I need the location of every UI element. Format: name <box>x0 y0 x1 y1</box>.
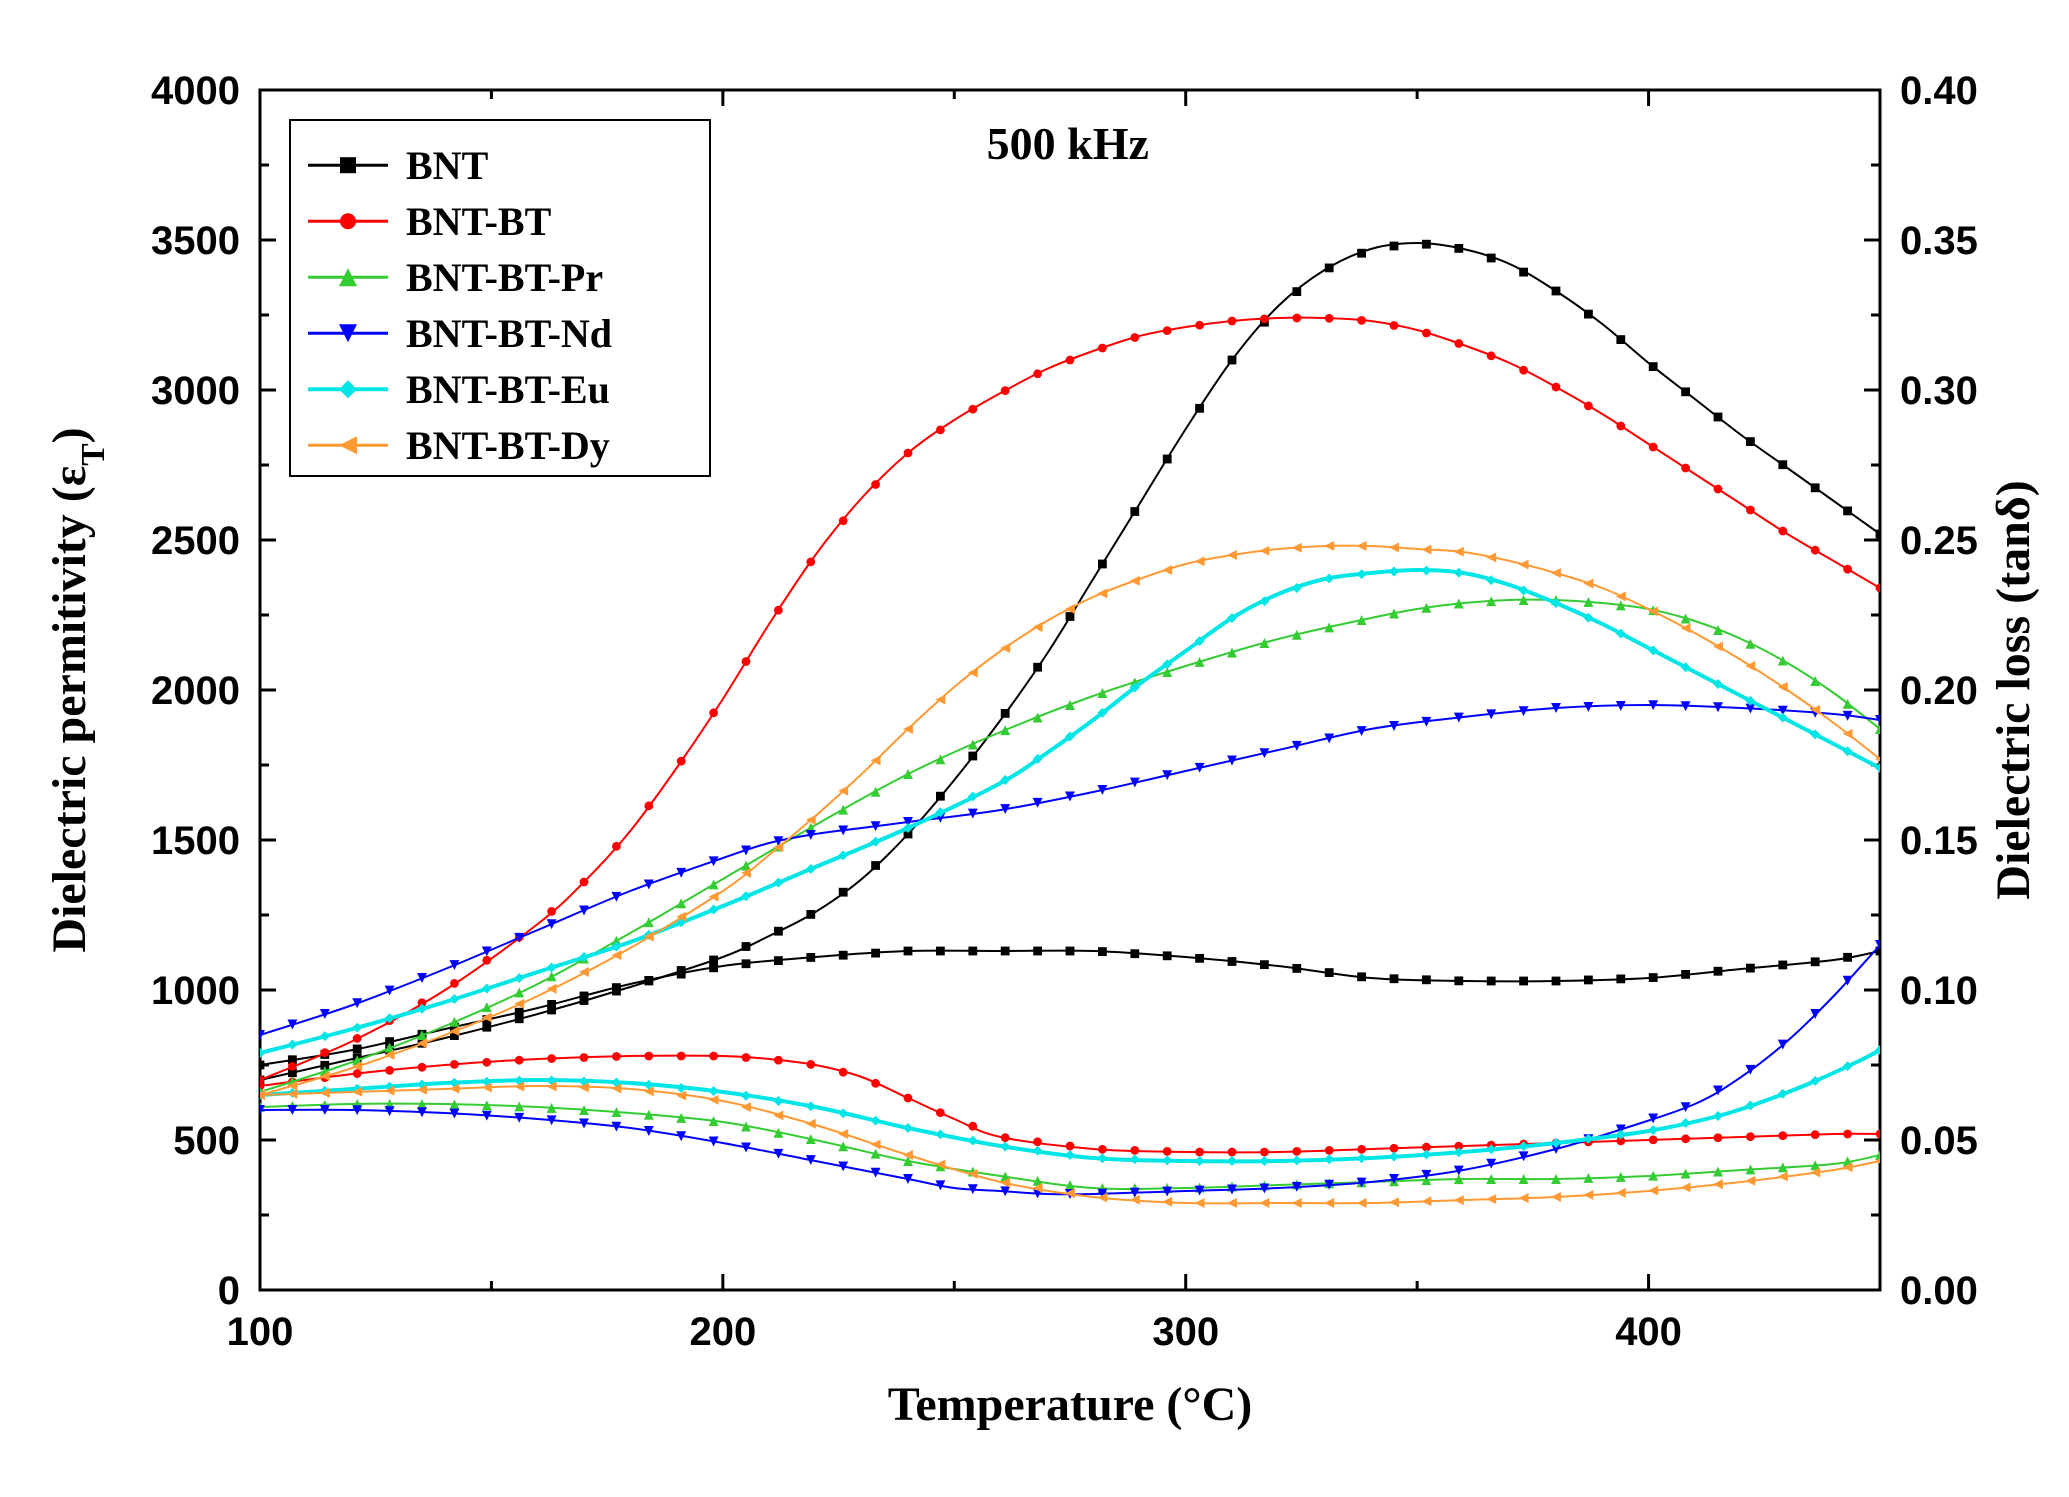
legend-label-BNT: BNT <box>406 143 489 188</box>
y-left-tick-label: 2500 <box>151 519 240 563</box>
x-tick-label: 100 <box>227 1310 294 1354</box>
y-left-tick-label: 1500 <box>151 819 240 863</box>
y-right-tick-label: 0.10 <box>1900 969 1978 1013</box>
y-right-tick-label: 0.30 <box>1900 369 1978 413</box>
chart-annotation: 500 kHz <box>987 118 1149 169</box>
y-left-tick-label: 2000 <box>151 669 240 713</box>
y-right-tick-label: 0.35 <box>1900 219 1978 263</box>
x-axis-label: Temperature (°C) <box>888 1378 1252 1431</box>
chart-svg: 1002003004000500100015002000250030003500… <box>0 0 2069 1497</box>
legend-label-BNT-BT-Dy: BNT-BT-Dy <box>406 423 610 468</box>
x-tick-label: 300 <box>1152 1310 1219 1354</box>
x-tick-label: 400 <box>1615 1310 1682 1354</box>
y-right-axis-label: Dielectric loss (tanδ) <box>1987 480 2040 899</box>
legend: BNT BNT-BT BNT-BT-Pr BNT-BT-Nd BNT-BT-Eu BNT-… <box>290 120 710 476</box>
y-left-tick-label: 1000 <box>151 969 240 1013</box>
y-right-tick-label: 0.05 <box>1900 1119 1978 1163</box>
y-right-tick-label: 0.20 <box>1900 669 1978 713</box>
x-tick-label: 200 <box>689 1310 756 1354</box>
y-left-tick-label: 500 <box>173 1119 240 1163</box>
y-right-tick-label: 0.25 <box>1900 519 1978 563</box>
y-right-tick-label: 0.00 <box>1900 1269 1978 1313</box>
chart-container: 1002003004000500100015002000250030003500… <box>0 0 2069 1497</box>
legend-label-BNT-BT-Eu: BNT-BT-Eu <box>406 367 610 412</box>
legend-label-BNT-BT-Pr: BNT-BT-Pr <box>406 255 603 300</box>
y-right-tick-label: 0.15 <box>1900 819 1978 863</box>
y-left-tick-label: 0 <box>218 1269 240 1313</box>
legend-label-BNT-BT: BNT-BT <box>406 199 552 244</box>
y-right-tick-label: 0.40 <box>1900 69 1978 113</box>
y-left-tick-label: 3000 <box>151 369 240 413</box>
y-left-tick-label: 3500 <box>151 219 240 263</box>
legend-label-BNT-BT-Nd: BNT-BT-Nd <box>406 311 612 356</box>
y-left-tick-label: 4000 <box>151 69 240 113</box>
